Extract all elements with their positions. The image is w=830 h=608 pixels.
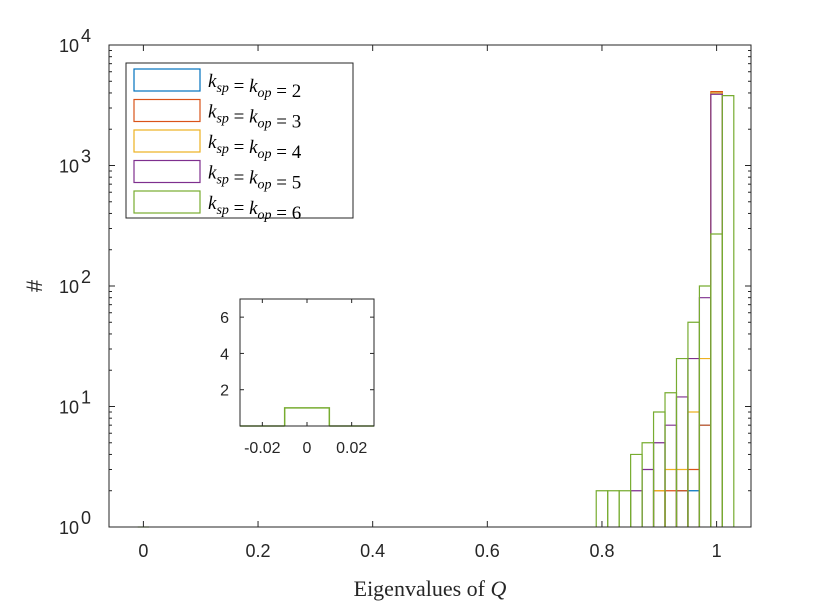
inset-x-tick-label: -0.02: [244, 440, 281, 457]
legend-label: ksp = kop = 3: [208, 102, 301, 133]
x-tick-label: 0.2: [246, 541, 271, 561]
y-tick-label: 10 4: [59, 26, 91, 56]
x-tick-label: 0.4: [360, 541, 385, 561]
y-tick-label: 10 2: [59, 267, 91, 297]
y-tick-label-exponent: 2: [81, 267, 91, 287]
histogram-bar: [721, 95, 735, 527]
y-tick-label-base: 10: [59, 398, 79, 418]
legend-swatch: [133, 190, 201, 214]
inset-plot-area: [240, 299, 374, 426]
y-tick-label-base: 10: [59, 518, 79, 538]
inset-y-tick-label: 6: [220, 310, 229, 327]
inset-ticks: [240, 299, 374, 426]
y-tick-label-exponent: 1: [81, 388, 91, 408]
y-tick-label-exponent: 3: [81, 147, 91, 167]
x-tick-label: 0.8: [589, 541, 614, 561]
inset-y-tick-label: 2: [220, 383, 229, 400]
legend-swatch: [133, 98, 201, 123]
inset-x-tick-label: 0.02: [336, 440, 367, 457]
legend-box: [125, 62, 354, 219]
x-tick-label: 0: [138, 541, 148, 561]
legend-label: ksp = kop = 5: [208, 163, 301, 194]
x-axis-label: Eigenvalues of Q: [354, 576, 507, 601]
x-tick-label: 1: [712, 541, 722, 561]
y-tick-label: 10 1: [59, 388, 91, 418]
y-tick-label-exponent: 4: [81, 26, 91, 46]
legend-entry: ksp = kop = 6: [133, 190, 301, 224]
x-tick-label: 0.6: [475, 541, 500, 561]
main-bars: [137, 91, 735, 528]
y-tick-label-exponent: 0: [81, 508, 91, 528]
series-5-bars: [137, 95, 735, 528]
legend-entry: ksp = kop = 3: [133, 98, 301, 133]
legend-swatch: [133, 159, 201, 184]
legend-entry: ksp = kop = 2: [133, 68, 301, 102]
inset-x-tick-labels: -0.02 0 0.02: [244, 440, 367, 457]
legend-entry: ksp = kop = 5: [133, 159, 301, 194]
legend-label: ksp = kop = 2: [208, 71, 301, 102]
y-axis-label: #: [22, 279, 47, 292]
y-tick-label-base: 10: [59, 157, 79, 177]
y-tick-label-base: 10: [59, 36, 79, 56]
y-tick-label-base: 10: [59, 277, 79, 297]
x-tick-labels: 0 0.2 0.4 0.6 0.8 1: [138, 541, 721, 561]
legend-label: ksp = kop = 4: [208, 132, 302, 163]
main-ticks: [109, 44, 751, 528]
inset-y-tick-label: 4: [220, 346, 229, 363]
inset-y-tick-labels: 2 4 6: [220, 310, 229, 400]
legend-label: ksp = kop = 6: [208, 193, 301, 224]
inset-x-tick-label: 0: [303, 440, 312, 457]
inset-histogram-bar: [283, 407, 331, 426]
legend-swatch: [133, 129, 201, 153]
legend-swatch: [133, 68, 201, 92]
y-tick-label: 10 3: [59, 147, 91, 177]
y-tick-label: 10 0: [59, 508, 91, 538]
inset-axes: -0.02 0 0.02 2 4 6: [220, 298, 375, 457]
legend-entry: ksp = kop = 4: [133, 129, 302, 163]
